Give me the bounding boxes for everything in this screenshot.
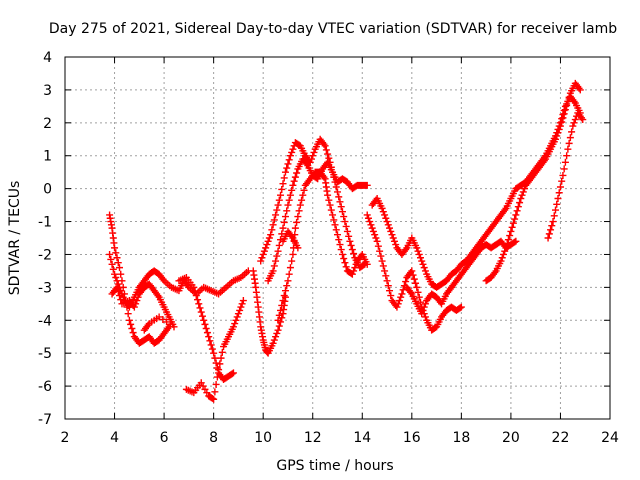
x-tick-label: 24 — [601, 430, 619, 446]
x-tick-label: 6 — [160, 430, 169, 446]
data-series-track-2 — [106, 250, 252, 311]
data-series-track-3 — [108, 280, 178, 334]
data-series-track-6 — [249, 267, 289, 357]
data-series-track-5 — [182, 297, 247, 403]
y-tick-label: -1 — [38, 215, 52, 231]
data-series-track-9 — [274, 168, 371, 324]
x-tick-label: 4 — [110, 430, 119, 446]
y-tick-label: -7 — [38, 412, 52, 428]
data-point-markers — [544, 109, 587, 242]
y-tick-label: 1 — [43, 149, 52, 165]
data-point-markers — [279, 227, 302, 252]
data-point-markers — [108, 280, 178, 334]
x-tick-label: 2 — [61, 430, 70, 446]
grid — [65, 57, 610, 419]
y-tick-label: -6 — [38, 379, 52, 395]
y-tick-label: 3 — [43, 83, 52, 99]
x-tick-label: 20 — [502, 430, 520, 446]
data-series-layer — [106, 79, 587, 403]
x-tick-label: 14 — [353, 430, 371, 446]
y-tick-label: -4 — [38, 313, 52, 329]
y-tick-label: -5 — [38, 346, 52, 362]
data-series-track-4 — [175, 273, 237, 384]
y-axis-label: SDTVAR / TECUs — [7, 181, 23, 296]
x-tick-label: 10 — [254, 430, 272, 446]
data-point-markers — [249, 267, 289, 357]
x-tick-label: 16 — [403, 430, 421, 446]
data-series-track-15 — [544, 109, 587, 242]
data-series-track-13 — [403, 237, 520, 318]
y-tick-label: -3 — [38, 280, 52, 296]
data-point-markers — [274, 168, 371, 324]
data-point-markers — [175, 273, 237, 384]
x-tick-label: 18 — [452, 430, 470, 446]
y-tick-label: 4 — [43, 50, 52, 66]
y-tick-label: -2 — [38, 247, 52, 263]
x-tick-label: 22 — [552, 430, 570, 446]
data-series-track-10 — [279, 227, 302, 252]
chart-title: Day 275 of 2021, Sidereal Day-to-day VTE… — [49, 21, 617, 37]
y-tick-label: 2 — [43, 116, 52, 132]
data-point-markers — [403, 237, 520, 318]
y-tick-label: 0 — [43, 182, 52, 198]
data-point-markers — [363, 211, 465, 334]
data-point-markers — [182, 297, 247, 403]
data-point-markers — [482, 79, 584, 285]
plot-frame — [64, 56, 611, 420]
x-tick-label: 12 — [304, 430, 322, 446]
data-point-markers — [106, 250, 252, 311]
data-series-track-11 — [363, 211, 465, 334]
x-axis-label: GPS time / hours — [276, 458, 393, 474]
x-tick-label: 8 — [209, 430, 218, 446]
data-series-track-14 — [482, 79, 584, 285]
